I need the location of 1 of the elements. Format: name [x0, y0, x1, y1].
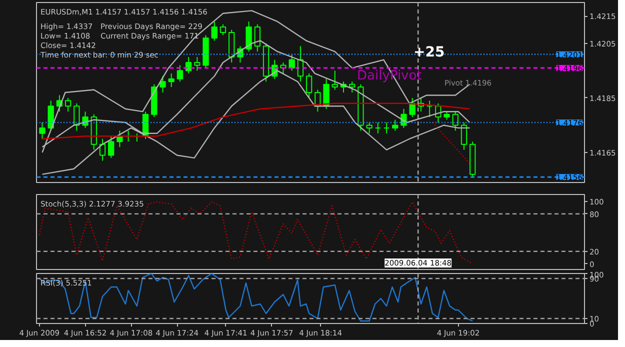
annotation: +25 [414, 44, 445, 60]
